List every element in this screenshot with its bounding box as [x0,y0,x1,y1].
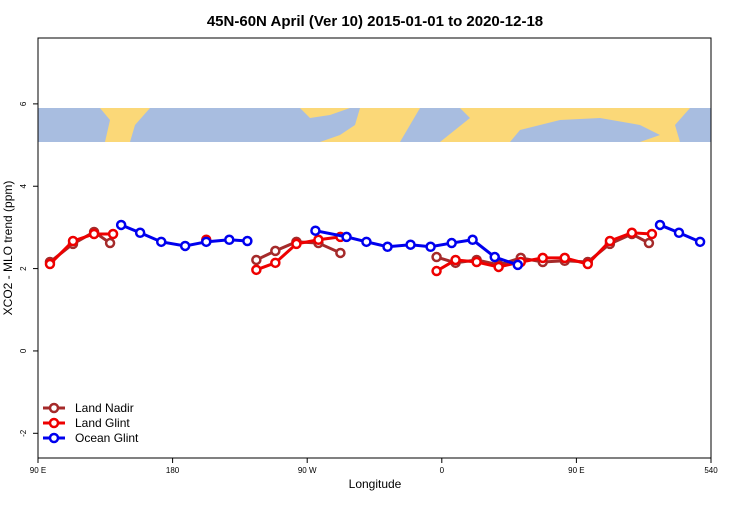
point [431,265,442,277]
point [471,256,482,268]
point [270,257,281,269]
x-tick-label: 90 E [30,466,46,475]
point [115,219,127,231]
point [242,235,253,247]
point [643,237,655,249]
point [582,258,594,270]
y-tick-label: -2 [19,429,28,437]
point [313,234,324,246]
x-tick-label: 90 E [568,466,584,475]
legend-label: Land Nadir [75,401,134,415]
legend-marker [48,402,60,414]
point [626,227,638,239]
y-axis-label: XCO2 - MLO trend (ppm) [1,181,15,316]
series-line [315,229,519,267]
point [604,235,616,247]
point [654,219,666,231]
point [431,251,442,263]
point [450,254,461,266]
point [425,241,436,253]
point [335,247,346,259]
chart-title: 45N-60N April (Ver 10) 2015-01-01 to 202… [207,13,543,30]
point [673,227,685,239]
point [155,236,167,248]
point [382,241,393,253]
point [489,251,500,263]
point [134,227,146,239]
point [559,252,570,264]
point [512,259,524,271]
point [310,225,321,236]
y-tick-label: 4 [19,183,28,188]
legend-label: Land Glint [75,416,130,430]
point [251,264,262,276]
point [44,258,56,270]
x-tick-label: 180 [166,466,180,475]
point [67,235,79,247]
point [446,237,457,249]
point [88,228,100,240]
point [646,228,658,240]
plot-frame [37,37,712,459]
series-line [49,230,111,264]
point [493,261,504,273]
legend-marker [48,432,60,444]
point [537,252,548,264]
point [224,234,235,246]
point [179,240,191,252]
point [467,234,478,246]
point [251,254,262,266]
point [104,237,116,249]
map-strip [38,108,711,142]
x-tick-label: 0 [440,466,445,475]
point [341,231,352,243]
point [291,238,302,250]
x-axis-label: Longitude [349,477,402,491]
legend-marker [48,417,60,429]
point [201,236,212,248]
series-line [48,232,114,266]
y-tick-label: 0 [19,348,28,353]
y-tick-label: 2 [19,266,28,271]
point [270,245,281,257]
x-tick-label: 90 W [298,466,317,475]
point [405,239,416,250]
y-tick-label: 6 [19,101,28,106]
point [694,236,706,248]
legend-label: Ocean Glint [75,431,139,445]
point [107,228,119,240]
x-tick-label: 540 [704,466,718,475]
point [361,236,372,248]
